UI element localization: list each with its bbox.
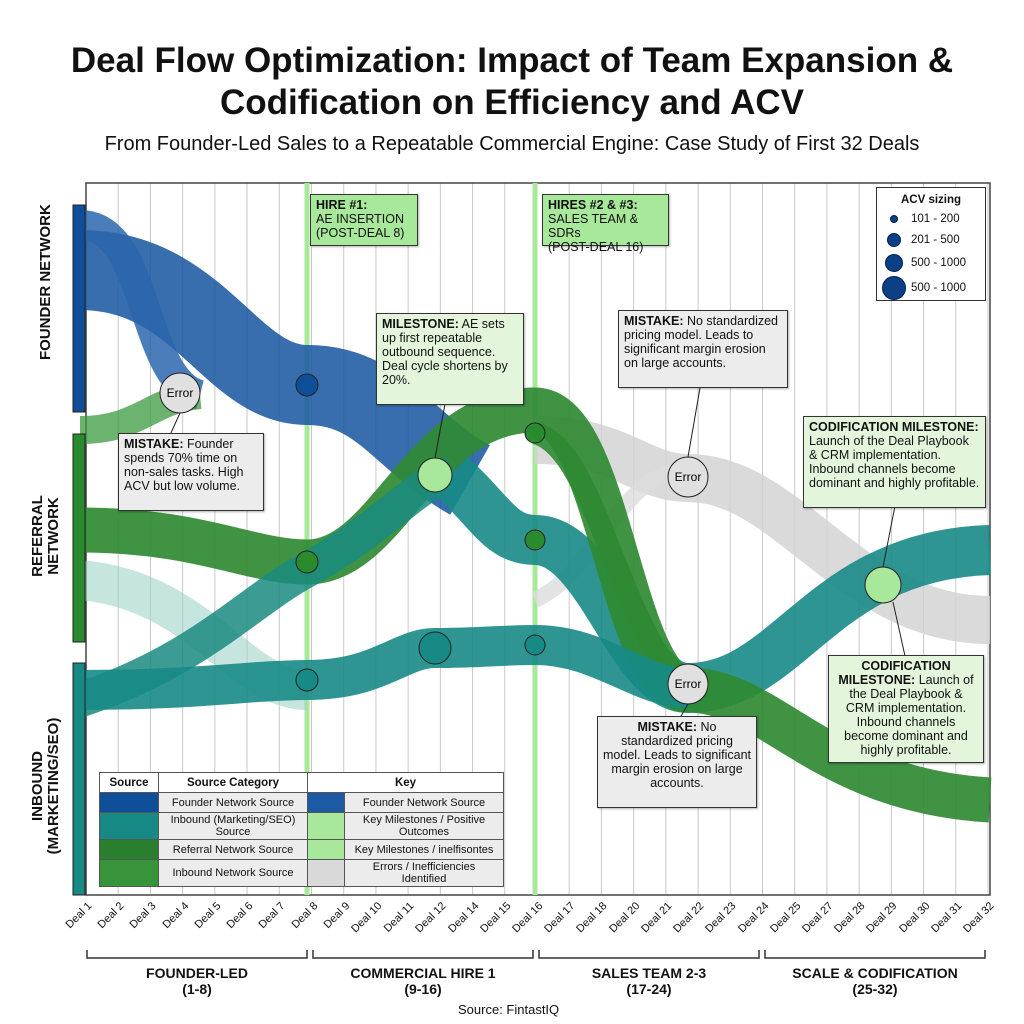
codification-callout-2: CODIFICATION MILESTONE: Launch of the De…	[828, 655, 984, 763]
mistake-callout-1: MISTAKE: Founder spends 70% time on non-…	[118, 433, 264, 511]
acv-legend-item: 101 - 200	[877, 213, 985, 225]
node-deal16-inbound	[524, 634, 546, 656]
node-deal12-inbound	[418, 631, 452, 665]
milestone-callout: MILESTONE: AE sets up first repeatable o…	[376, 313, 524, 405]
error-label: Error	[675, 677, 702, 691]
key-label: Key Milestones / Positive Outcomes	[344, 812, 504, 840]
callout-line	[882, 505, 896, 568]
phase-brackets	[86, 950, 986, 959]
error-label: Error	[167, 386, 194, 400]
hire-1-callout: HIRE #1: AE INSERTION (POST-DEAL 8)	[310, 194, 418, 246]
key-swatch	[307, 812, 345, 840]
key-swatch	[307, 792, 345, 813]
mistake-callout-2: MISTAKE: No standardized pricing model. …	[618, 310, 788, 388]
referral-source-bar	[72, 433, 86, 643]
node-deal8-inbound	[295, 668, 319, 692]
key-swatch	[307, 859, 345, 887]
acv-legend-item: 201 - 500	[877, 233, 985, 247]
phase-label: SCALE & CODIFICATION (25-32)	[792, 965, 958, 997]
page-title: Deal Flow Optimization: Impact of Team E…	[70, 41, 954, 122]
inbound-source-bar	[72, 662, 86, 896]
flow-inbound-rise	[74, 457, 455, 717]
source-category: Referral Network Source	[158, 839, 308, 860]
callout-line	[687, 387, 701, 458]
node-deal8-referral	[295, 550, 319, 574]
source-key-table: Source Source Category Key Founder Netwo…	[99, 772, 504, 887]
side-label-referral: REFERRAL NETWORK	[29, 495, 62, 577]
phase-label: FOUNDER-LED (1-8)	[146, 965, 248, 997]
callout-line	[679, 703, 689, 719]
source-swatch	[99, 859, 159, 887]
node-milestone-deal12	[417, 457, 453, 493]
source-swatch	[99, 812, 159, 840]
error-label: Error	[675, 470, 702, 484]
source-credit: Source: FintastIQ	[458, 1002, 560, 1017]
codification-callout-1: CODIFICATION MILESTONE: Launch of the De…	[803, 416, 986, 508]
callout-line	[892, 601, 906, 657]
key-swatch	[307, 839, 345, 860]
phase-label: COMMERCIAL HIRE 1 (9-16)	[350, 965, 496, 997]
source-swatch	[99, 839, 159, 860]
page-subtitle: From Founder-Led Sales to a Repeatable C…	[104, 133, 920, 155]
node-deal16-referral-2	[524, 529, 546, 551]
source-category: Inbound Network Source	[158, 859, 308, 887]
founder-source-bar	[72, 204, 86, 413]
key-label: Founder Network Source	[344, 792, 504, 813]
callout-line	[169, 412, 181, 436]
key-row: Inbound Network Source Errors / Ineffici…	[99, 859, 504, 887]
key-row: Referral Network Source Key Milestones /…	[99, 839, 504, 860]
acv-legend-title: ACV sizing	[900, 194, 962, 206]
callout-line	[434, 403, 446, 459]
acv-legend-item: 500 - 1000	[877, 276, 985, 300]
side-label-founder: FOUNDER NETWORK	[37, 204, 54, 360]
source-category: Inbound (Marketing/SEO) Source	[158, 812, 308, 840]
node-deal8-founder	[295, 373, 319, 397]
source-swatch	[99, 792, 159, 813]
side-label-inbound: INBOUND (MARKETING/SEO)	[29, 717, 62, 855]
phase-label: SALES TEAM 2-3 (17-24)	[591, 965, 707, 997]
acv-legend-item: 500 - 1000	[877, 254, 985, 272]
key-row: Founder Network Source Founder Network S…	[99, 792, 504, 813]
hire-2-callout: HIRES #2 & #3: SALES TEAM & SDRs (POST-DEA…	[542, 194, 669, 254]
mistake-callout-3: MISTAKE: No standardized pricing model. …	[597, 716, 757, 808]
key-row: Inbound (Marketing/SEO) Source Key Miles…	[99, 812, 504, 840]
source-category: Founder Network Source	[158, 792, 308, 813]
key-label: Key Milestones / inelfisontes	[344, 839, 504, 860]
key-label: Errors / Inefficiencies Identified	[344, 859, 504, 887]
flow-referral-main	[79, 387, 992, 823]
node-deal16-referral	[524, 422, 546, 444]
node-codification-milestone	[864, 566, 902, 604]
acv-legend: ACV sizing 101 - 200 201 - 500 500 - 100…	[876, 187, 986, 301]
